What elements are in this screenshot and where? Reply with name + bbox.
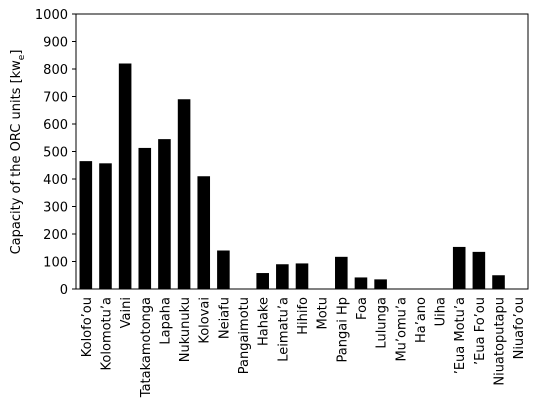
bar bbox=[217, 250, 230, 289]
x-tick-label: Niuatoputapu bbox=[493, 297, 508, 386]
x-tick-label: ’Eua Fo’ou bbox=[473, 297, 488, 365]
bar bbox=[118, 63, 132, 289]
x-tick-label: Lapaha bbox=[158, 297, 173, 345]
x-tick-label: ’Eua Motu’a bbox=[453, 297, 468, 374]
x-tick-label: Tatakamotonga bbox=[139, 297, 154, 398]
bar bbox=[158, 139, 171, 289]
x-tick-label: Vaini bbox=[119, 297, 134, 328]
y-tick-label: 200 bbox=[43, 228, 68, 243]
bar bbox=[99, 163, 112, 289]
x-tick-label: Pangai Hp bbox=[335, 297, 350, 362]
bar bbox=[197, 176, 211, 289]
bar bbox=[256, 273, 269, 289]
y-label-end: ] bbox=[9, 50, 24, 55]
y-tick-label: 500 bbox=[43, 146, 68, 161]
y-tick-label: 400 bbox=[43, 173, 68, 188]
x-tick-label: Hihifo bbox=[296, 297, 311, 335]
bar bbox=[177, 99, 191, 289]
x-tick-label: Kolovai bbox=[198, 297, 213, 344]
bar bbox=[354, 277, 368, 289]
bar bbox=[276, 264, 289, 289]
x-tick-label: Mu’omu’a bbox=[394, 297, 409, 362]
bar bbox=[452, 246, 466, 289]
y-label-main: Capacity of the ORC units [kw bbox=[9, 60, 24, 255]
y-tick-label: 0 bbox=[60, 283, 68, 298]
y-tick-label: 600 bbox=[43, 118, 68, 133]
x-tick-label: Uiha bbox=[434, 297, 449, 326]
y-label-sub: e bbox=[17, 54, 27, 60]
bar bbox=[79, 161, 93, 289]
x-tick-label: Ha’ano bbox=[414, 297, 429, 343]
bar bbox=[138, 147, 152, 289]
x-tick-label: Motu bbox=[316, 297, 331, 330]
x-tick-label: Lulunga bbox=[375, 297, 390, 349]
bar bbox=[472, 251, 486, 289]
x-tick-label: Kolomotu’a bbox=[99, 297, 114, 370]
plot-frame bbox=[75, 13, 529, 290]
bar bbox=[335, 256, 348, 289]
x-tick-label: Kolofo’ou bbox=[80, 297, 95, 357]
x-tick-label: Nukunuku bbox=[178, 297, 193, 362]
x-tick-label: Pangaimotu bbox=[237, 297, 252, 374]
x-tick-label: Hahake bbox=[257, 297, 272, 346]
y-tick-label: 900 bbox=[43, 36, 68, 51]
y-tick-label: 700 bbox=[43, 91, 68, 106]
x-tick-label: Leimatu’a bbox=[276, 297, 291, 362]
y-tick-label: 800 bbox=[43, 63, 68, 78]
x-tick-label: Neiafu bbox=[217, 297, 232, 339]
bar bbox=[295, 263, 309, 289]
y-tick-label: 100 bbox=[43, 256, 68, 271]
x-tick-label: Niuafo’ou bbox=[512, 297, 527, 359]
bar bbox=[374, 279, 387, 289]
y-axis-label: Capacity of the ORC units [kwe] bbox=[9, 50, 27, 255]
x-tick-label: Foa bbox=[355, 297, 370, 320]
bar bbox=[492, 275, 505, 289]
y-tick-label: 300 bbox=[43, 201, 68, 216]
y-tick-label: 1000 bbox=[35, 8, 68, 23]
